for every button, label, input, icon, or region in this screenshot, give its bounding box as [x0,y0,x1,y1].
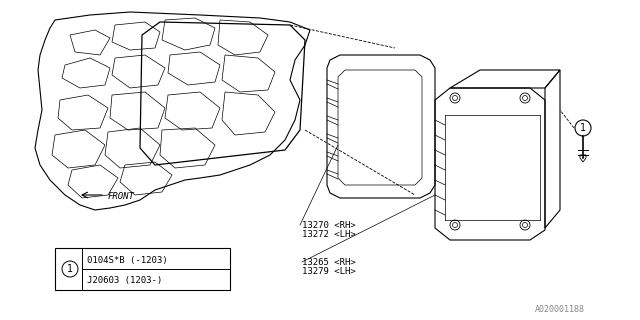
Text: 1: 1 [580,123,586,133]
Text: 1: 1 [67,264,73,274]
Text: A020001188: A020001188 [535,305,585,314]
Text: J20603 (1203-): J20603 (1203-) [87,276,163,284]
Text: 13272 <LH>: 13272 <LH> [302,230,356,239]
FancyBboxPatch shape [55,248,230,290]
Text: 0104S*B (-1203): 0104S*B (-1203) [87,257,168,266]
Text: 13270 <RH>: 13270 <RH> [302,221,356,230]
Text: FRONT: FRONT [108,191,135,201]
Text: 13265 <RH>: 13265 <RH> [302,258,356,267]
Polygon shape [35,12,310,210]
Text: 13279 <LH>: 13279 <LH> [302,267,356,276]
